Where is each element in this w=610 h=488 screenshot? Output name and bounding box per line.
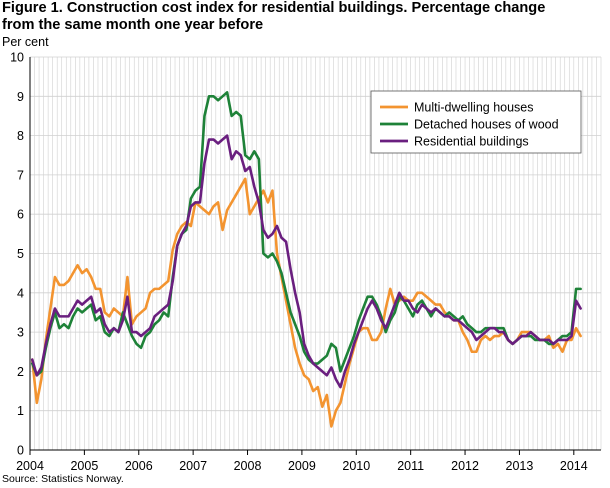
x-tick-label: 2004 xyxy=(16,459,44,473)
y-tick-label: 8 xyxy=(17,129,24,143)
axes xyxy=(29,57,601,455)
x-tick-label: 2006 xyxy=(125,459,153,473)
y-tick-label: 10 xyxy=(10,51,24,65)
y-tick-label: 9 xyxy=(17,90,24,104)
x-tick-label: 2012 xyxy=(451,459,479,473)
y-tick-label: 1 xyxy=(17,404,24,418)
source-note: Source: Statistics Norway. xyxy=(2,473,124,485)
series-lines xyxy=(30,91,582,428)
series-line-residential-buildings xyxy=(30,134,582,389)
chart-title-line-2: from the same month one year before xyxy=(2,16,264,33)
legend: Multi-dwelling houses Detached houses of … xyxy=(370,90,582,154)
y-tick-label: 5 xyxy=(17,247,24,261)
x-tick-label: 2009 xyxy=(288,459,316,473)
x-tick-label: 2007 xyxy=(179,459,207,473)
legend-label: Detached houses of wood xyxy=(414,118,559,132)
x-tick-label: 2005 xyxy=(70,459,98,473)
y-tick-label: 2 xyxy=(17,365,24,379)
y-tick-labels: 0 1 2 3 4 5 6 7 8 9 10 xyxy=(10,51,24,458)
y-tick-label: 0 xyxy=(17,444,24,458)
y-tick-label: 6 xyxy=(17,208,24,222)
x-tick-label: 2011 xyxy=(397,459,424,473)
x-tick-label: 2013 xyxy=(506,459,534,473)
x-tick-labels: 2004 2005 2006 2007 2008 2009 2010 2011 2012 2013… xyxy=(16,459,588,473)
legend-label: Residential buildings xyxy=(414,135,529,149)
chart-title: Figure 1. Construction cost index for re… xyxy=(2,0,608,33)
y-tick-label: 3 xyxy=(17,326,24,340)
legend-box xyxy=(370,90,582,154)
legend-label: Multi-dwelling houses xyxy=(414,101,534,115)
chart-title-line-1: Figure 1. Construction cost index for re… xyxy=(2,0,546,16)
x-tick-label: 2008 xyxy=(234,459,262,473)
x-tick-label: 2014 xyxy=(560,459,588,473)
y-tick-label: 7 xyxy=(17,168,24,182)
y-tick-label: 4 xyxy=(17,286,24,300)
y-axis-label: Per cent xyxy=(2,35,49,49)
x-tick-label: 2010 xyxy=(342,459,370,473)
